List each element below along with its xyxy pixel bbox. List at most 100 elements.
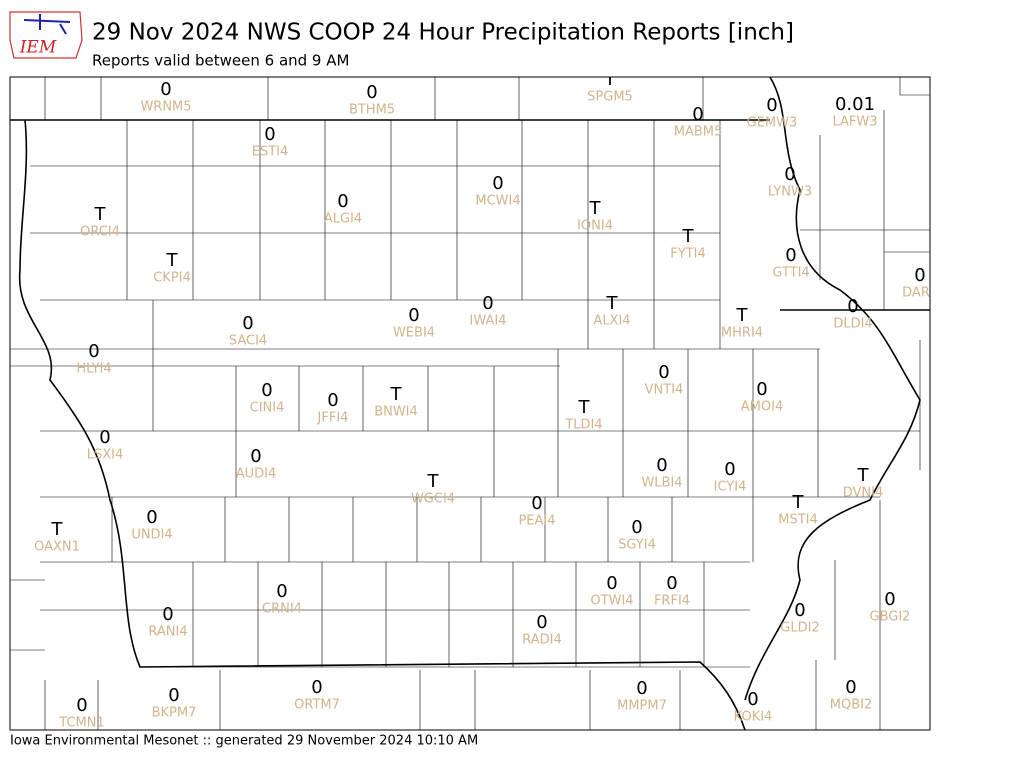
station-id: MQBI2 xyxy=(830,698,872,713)
station-value: 0 xyxy=(914,265,925,286)
station-value: T xyxy=(604,69,617,90)
station-value: 0 xyxy=(76,695,87,716)
title: 29 Nov 2024 NWS COOP 24 Hour Precipitati… xyxy=(92,20,794,46)
station-value: 0 xyxy=(656,455,667,476)
logo: IEM xyxy=(9,11,83,59)
station-id: MSTI4 xyxy=(778,513,818,528)
station-id: SACI4 xyxy=(229,334,267,349)
station-id: CINI4 xyxy=(250,401,285,416)
station-value: 0 xyxy=(658,362,669,383)
station-value: T xyxy=(736,305,749,326)
station-value: 0 xyxy=(242,313,253,334)
county-lines xyxy=(10,77,930,730)
station-id: TCMN1 xyxy=(58,716,104,731)
station-id: MHRI4 xyxy=(721,326,763,341)
station-id: ORTM7 xyxy=(294,698,340,713)
station-id: PEAI4 xyxy=(518,514,555,529)
station-id: BNWI4 xyxy=(374,405,418,420)
stations: 0WRNM50BTHM5TSPGM50MABM50GEMW30.01LAFW30… xyxy=(34,69,930,731)
station-value: 0 xyxy=(250,446,261,467)
station-value: T xyxy=(682,226,695,247)
station-value: 0 xyxy=(531,493,542,514)
station-id: LYNW3 xyxy=(768,185,812,200)
station-value: 0 xyxy=(276,581,287,602)
station-value: T xyxy=(578,397,591,418)
station-id: UNDI4 xyxy=(131,528,172,543)
station-id: IONI4 xyxy=(577,219,613,234)
station-value: 0 xyxy=(327,390,338,411)
station-id: WGCI4 xyxy=(411,492,455,507)
station-value: 0 xyxy=(631,517,642,538)
station-value: 0 xyxy=(784,164,795,185)
station-value: 0 xyxy=(337,191,348,212)
station-value: T xyxy=(606,293,619,314)
station-value: 0 xyxy=(408,305,419,326)
station-value: T xyxy=(51,519,64,540)
station-id: VNTI4 xyxy=(645,383,684,398)
station-id: CKPI4 xyxy=(153,271,191,286)
station-id: RANI4 xyxy=(148,625,187,640)
station-id: BKPM7 xyxy=(152,706,197,721)
station-value: 0 xyxy=(747,689,758,710)
station-id: ESTI4 xyxy=(252,145,289,160)
station-value: 0 xyxy=(492,173,503,194)
station-value: 0 xyxy=(168,685,179,706)
station-value: 0 xyxy=(482,293,493,314)
station-value: 0 xyxy=(261,380,272,401)
station-value: T xyxy=(792,492,805,513)
station-id: KOKI4 xyxy=(734,710,773,725)
station-id: JFFI4 xyxy=(317,411,349,426)
station-value: 0 xyxy=(847,296,858,317)
station-id: BTHM5 xyxy=(349,103,395,118)
station-value: T xyxy=(857,465,870,486)
station-id: AMOI4 xyxy=(741,400,783,415)
station-id: GEMW3 xyxy=(747,116,798,131)
station-value: 0 xyxy=(884,589,895,610)
station-id: RADI4 xyxy=(522,633,562,648)
map-frame xyxy=(9,76,931,731)
station-value: 0 xyxy=(264,124,275,145)
station-id: WLBI4 xyxy=(641,476,682,491)
station-id: MABM5 xyxy=(674,125,723,140)
station-id: GBGI2 xyxy=(870,610,911,625)
station-value: 0 xyxy=(88,341,99,362)
station-id: WEBI4 xyxy=(393,326,435,341)
station-id: OTWI4 xyxy=(590,594,633,609)
subtitle: Reports valid between 6 and 9 AM xyxy=(92,52,349,70)
station-value: 0 xyxy=(162,604,173,625)
station-id: ORCI4 xyxy=(80,225,120,240)
station-value: 0 xyxy=(785,245,796,266)
station-value: T xyxy=(589,198,602,219)
station-value: 0.01 xyxy=(835,94,875,115)
footer: Iowa Environmental Mesonet :: generated … xyxy=(10,734,478,749)
station-id: FYTI4 xyxy=(670,247,705,262)
station-value: 0 xyxy=(146,507,157,528)
station-value: 0 xyxy=(636,678,647,699)
station-id: FRFI4 xyxy=(654,594,690,609)
station-value: 0 xyxy=(536,612,547,633)
station-value: 0 xyxy=(766,95,777,116)
station-value: T xyxy=(94,204,107,225)
station-id: SPGM5 xyxy=(587,90,633,105)
station-id: TLDI4 xyxy=(564,418,602,433)
map-area: 0WRNM50BTHM5TSPGM50MABM50GEMW30.01LAFW30… xyxy=(10,69,930,731)
station-value: 0 xyxy=(794,600,805,621)
station-id: SGYI4 xyxy=(618,538,656,553)
station-value: T xyxy=(427,471,440,492)
station-id: GLDI2 xyxy=(780,621,819,636)
station-value: T xyxy=(166,250,179,271)
station-id: DAR xyxy=(902,286,930,301)
station-value: T xyxy=(390,384,403,405)
station-id: ALXI4 xyxy=(593,314,630,329)
station-id: MCWI4 xyxy=(475,194,520,209)
station-id: ALGI4 xyxy=(324,212,362,227)
station-id: WRNM5 xyxy=(140,100,191,115)
station-id: OAXN1 xyxy=(34,540,80,555)
station-id: ICYI4 xyxy=(714,480,747,495)
logo-text: IEM xyxy=(19,38,57,58)
station-value: 0 xyxy=(311,677,322,698)
station-value: 0 xyxy=(160,79,171,100)
station-value: 0 xyxy=(724,459,735,480)
station-value: 0 xyxy=(606,573,617,594)
